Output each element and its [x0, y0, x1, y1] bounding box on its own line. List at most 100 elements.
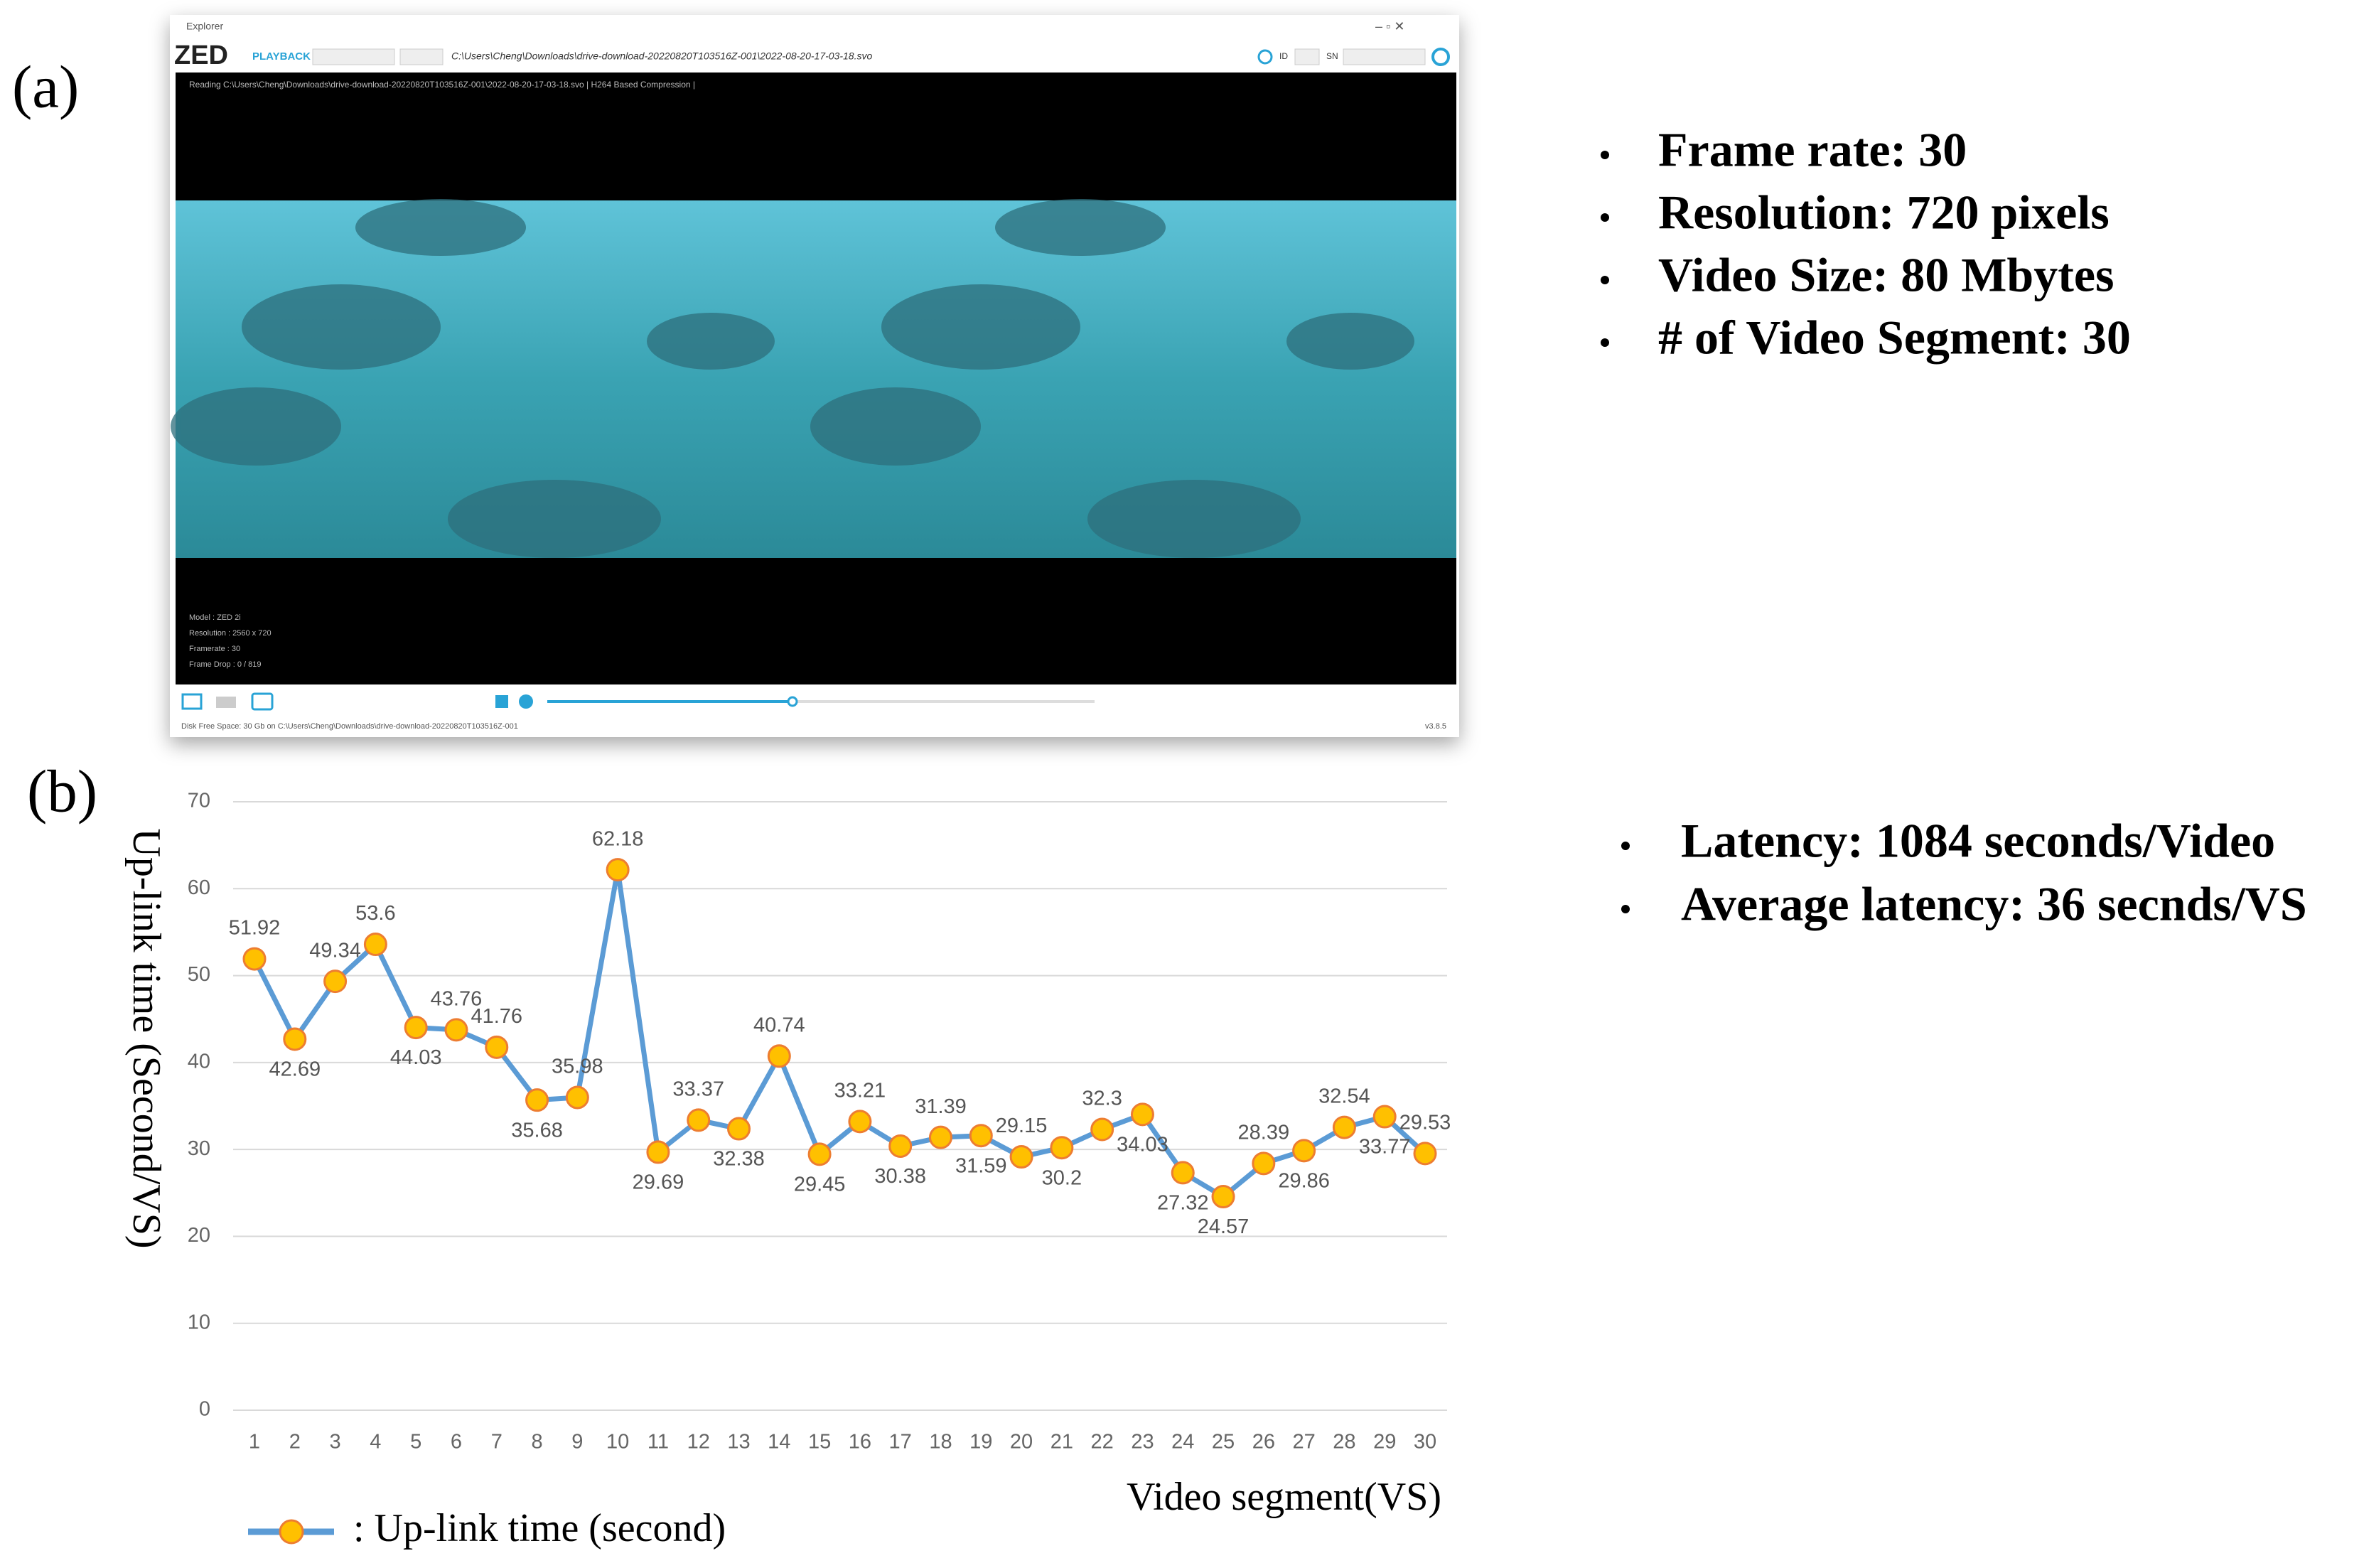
point-marker: [404, 1016, 428, 1040]
data-label: 41.76: [471, 1005, 522, 1028]
logo: ZED: [174, 41, 228, 70]
x-tick-label: 4: [370, 1431, 381, 1454]
x-tick-label: 9: [571, 1431, 583, 1454]
point-marker: [928, 1125, 952, 1149]
x-tick-label: 23: [1131, 1431, 1154, 1454]
data-label: 43.76: [431, 988, 483, 1011]
point-marker: [1211, 1185, 1235, 1209]
data-label: 32.54: [1318, 1085, 1370, 1108]
bullet: [1601, 213, 1609, 222]
input-box[interactable]: [312, 48, 395, 65]
point-marker: [1252, 1151, 1276, 1176]
refresh-icon[interactable]: [1257, 49, 1273, 65]
fish: [171, 199, 1414, 558]
y-axis-title: Up-link time (Second/VS): [124, 828, 168, 1248]
x-tick-label: 3: [330, 1431, 341, 1454]
spec-item: Video Size: 80 Mbytes: [1658, 248, 2114, 302]
bullet: [1601, 276, 1609, 284]
point-marker: [767, 1044, 791, 1068]
x-tick-label: 29: [1373, 1431, 1396, 1454]
bullet: [1621, 905, 1630, 913]
camera-icon[interactable]: [251, 692, 274, 711]
data-label: 32.38: [713, 1148, 765, 1171]
data-label: 29.69: [633, 1171, 684, 1194]
x-tick-label: 5: [410, 1431, 421, 1454]
bullet: [1601, 338, 1609, 347]
data-label: 24.57: [1198, 1215, 1250, 1238]
point-marker: [888, 1134, 913, 1158]
point-marker: [1372, 1105, 1397, 1129]
point-marker: [525, 1088, 549, 1112]
point-marker: [1090, 1117, 1114, 1142]
y-tick-label: 0: [199, 1398, 210, 1421]
progress-handle[interactable]: [787, 696, 798, 707]
point-marker: [606, 858, 630, 882]
record-icon[interactable]: [216, 697, 236, 708]
panel-label: (a): [12, 54, 79, 121]
window-title: Explorer: [186, 21, 223, 32]
x-tick-label: 6: [451, 1431, 462, 1454]
data-label: 29.15: [996, 1115, 1048, 1137]
x-tick-label: 11: [647, 1431, 669, 1454]
data-label: 53.6: [355, 902, 395, 925]
data-label: 30.2: [1042, 1166, 1082, 1189]
point-marker: [646, 1140, 670, 1164]
x-tick-label: 22: [1091, 1431, 1114, 1454]
x-tick-label: 21: [1050, 1431, 1073, 1454]
input-box[interactable]: [399, 48, 444, 65]
y-tick-label: 60: [188, 876, 210, 899]
sn-label: SN: [1326, 51, 1338, 61]
data-label: 29.45: [794, 1174, 846, 1196]
camera-info: Model : ZED 2i Resolution : 2560 x 720 Fra…: [189, 613, 272, 669]
data-label: 28.39: [1238, 1121, 1290, 1144]
point-marker: [363, 933, 387, 957]
y-tick-label: 30: [188, 1137, 210, 1160]
data-label: 62.18: [592, 827, 644, 850]
latency-item: Latency: 1084 seconds/Video: [1681, 814, 2275, 868]
y-tick-label: 50: [188, 963, 210, 986]
data-label: 33.37: [672, 1078, 724, 1101]
data-label: 27.32: [1157, 1192, 1209, 1215]
x-tick-label: 26: [1252, 1431, 1275, 1454]
data-label: 34.03: [1117, 1134, 1168, 1156]
panel-label: (b): [27, 758, 97, 825]
x-tick-label: 2: [289, 1431, 301, 1454]
x-tick-label: 30: [1414, 1431, 1436, 1454]
point-marker: [1413, 1142, 1437, 1166]
point-marker: [242, 947, 267, 971]
x-tick-label: 16: [849, 1431, 871, 1454]
pause-button[interactable]: [519, 694, 533, 709]
settings-icon[interactable]: [1431, 48, 1450, 66]
x-tick-label: 14: [768, 1431, 790, 1454]
x-axis-title: Video segment(VS): [1127, 1475, 1441, 1519]
info-line: Framerate : 30: [189, 645, 240, 653]
spec-list: Frame rate: 30 Resolution: 720 pixels Vide…: [1601, 123, 2307, 931]
x-tick-label: 24: [1171, 1431, 1194, 1454]
x-tick-label: 7: [491, 1431, 503, 1454]
legend-label: : Up-link time (second): [353, 1506, 726, 1550]
point-marker: [1171, 1161, 1195, 1185]
app-window: Explorer – ▫ ✕ ZED PLAYBACK C:\Users\Che…: [170, 15, 1459, 737]
x-tick-label: 28: [1333, 1431, 1355, 1454]
x-tick-label: 12: [687, 1431, 710, 1454]
input-box[interactable]: [1343, 48, 1426, 65]
window-controls[interactable]: – ▫ ✕: [1375, 19, 1404, 33]
point-marker: [807, 1142, 832, 1166]
point-marker: [687, 1108, 711, 1132]
stop-button[interactable]: [495, 695, 508, 708]
y-tick-label: 40: [188, 1051, 210, 1073]
x-tick-label: 15: [808, 1431, 831, 1454]
spec-item: Frame rate: 30: [1658, 123, 1967, 177]
input-box[interactable]: [1294, 48, 1320, 65]
data-label: 29.53: [1399, 1112, 1451, 1134]
x-tick-label: 27: [1292, 1431, 1315, 1454]
bullet: [1621, 842, 1630, 850]
data-label: 40.74: [753, 1014, 805, 1036]
reading-status: Reading C:\Users\Cheng\Downloads\drive-d…: [189, 80, 695, 90]
x-tick-label: 25: [1212, 1431, 1235, 1454]
folder-icon[interactable]: [181, 693, 203, 710]
y-tick-label: 20: [188, 1224, 210, 1247]
data-label: 32.3: [1082, 1088, 1122, 1110]
